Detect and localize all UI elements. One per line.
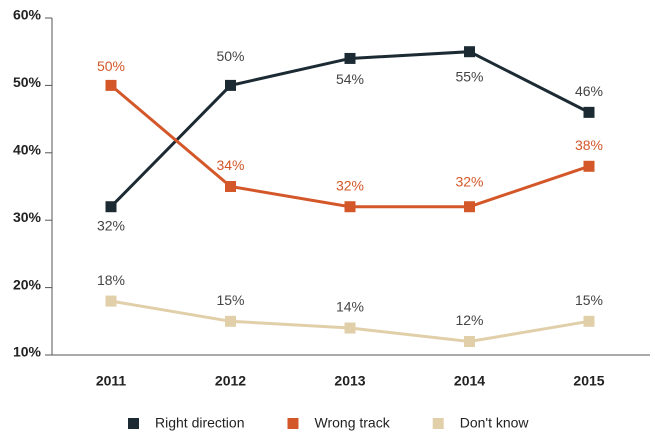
data-point bbox=[464, 201, 475, 213]
x-tick-label: 2011 bbox=[96, 373, 127, 389]
y-tick-label: 50% bbox=[13, 74, 42, 90]
data-label: 12% bbox=[455, 312, 483, 328]
data-point bbox=[225, 79, 236, 91]
legend-swatch bbox=[128, 418, 139, 429]
data-label: 46% bbox=[575, 83, 603, 99]
x-tick-label: 2014 bbox=[454, 373, 485, 389]
legend-swatch bbox=[287, 418, 299, 429]
data-point bbox=[464, 46, 475, 58]
x-tick-label: 2012 bbox=[215, 373, 246, 389]
y-tick-label: 20% bbox=[13, 276, 42, 292]
y-tick-label: 10% bbox=[13, 344, 42, 360]
data-point bbox=[583, 106, 595, 118]
x-tick-label: 2013 bbox=[334, 373, 365, 389]
data-label: 55% bbox=[455, 68, 483, 84]
data-label: 38% bbox=[575, 137, 603, 153]
y-tick-label: 60% bbox=[13, 7, 42, 23]
data-label: 32% bbox=[97, 217, 125, 233]
data-label: 14% bbox=[336, 299, 364, 315]
data-point bbox=[583, 315, 595, 327]
legend-label: Wrong track bbox=[315, 415, 391, 431]
data-point bbox=[225, 181, 236, 192]
data-point bbox=[583, 160, 595, 172]
legend-label: Don't know bbox=[460, 415, 530, 431]
data-label: 15% bbox=[216, 292, 244, 308]
data-point bbox=[225, 315, 236, 327]
legend-label: Right direction bbox=[155, 415, 245, 431]
x-tick-label: 2015 bbox=[573, 373, 604, 389]
data-label: 50% bbox=[216, 48, 244, 64]
data-label: 32% bbox=[455, 173, 483, 189]
data-label: 32% bbox=[336, 177, 364, 193]
y-tick-label: 30% bbox=[13, 209, 42, 225]
legend-swatch bbox=[432, 418, 444, 429]
data-point bbox=[464, 336, 475, 348]
data-point bbox=[105, 295, 117, 307]
data-label: 34% bbox=[216, 157, 244, 173]
data-label: 18% bbox=[97, 272, 125, 288]
data-point bbox=[344, 322, 356, 334]
y-tick-label: 40% bbox=[13, 142, 42, 158]
data-point bbox=[105, 201, 117, 213]
data-point bbox=[344, 201, 356, 213]
data-label: 50% bbox=[97, 58, 125, 74]
data-point bbox=[105, 79, 117, 91]
data-point bbox=[344, 52, 356, 64]
data-label: 15% bbox=[575, 292, 603, 308]
data-label: 54% bbox=[336, 71, 364, 87]
